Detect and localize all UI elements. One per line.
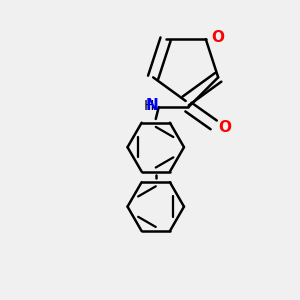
Text: O: O — [212, 30, 225, 45]
Text: H: H — [144, 99, 154, 112]
Text: O: O — [218, 120, 231, 135]
Text: N: N — [146, 98, 158, 113]
